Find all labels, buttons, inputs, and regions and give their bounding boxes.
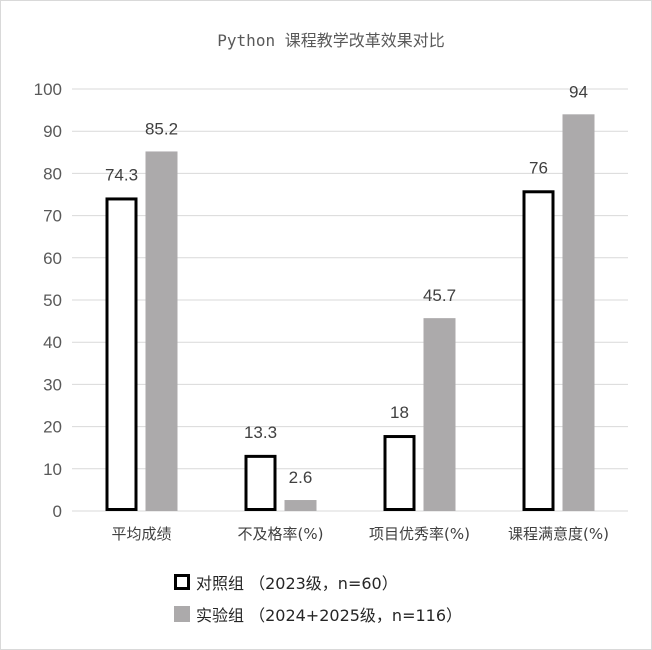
bar-control <box>244 454 277 511</box>
legend-label: 实验组 （2024+2025级，n=116） <box>196 606 462 625</box>
data-label: 94 <box>569 82 588 101</box>
y-tick-label: 20 <box>43 418 62 437</box>
y-tick-label: 100 <box>34 80 62 99</box>
data-label: 74.3 <box>105 165 138 184</box>
data-label: 18 <box>390 403 409 422</box>
bar-control <box>522 190 555 511</box>
legend-item: 实验组 （2024+2025级，n=116） <box>174 606 462 625</box>
bar-experiment <box>145 151 178 511</box>
x-category-label: 不及格率(%) <box>238 525 324 543</box>
data-label: 85.2 <box>145 119 178 138</box>
chart-title: Python 课程教学改革效果对比 <box>217 31 444 50</box>
data-labels: 74.3 85.2 13.3 2.6 18 45.7 76 94 <box>105 82 588 487</box>
data-label: 76 <box>529 158 548 177</box>
bar-control <box>383 435 416 512</box>
legend-label: 对照组 （2023级，n=60） <box>196 574 398 593</box>
x-category-label: 平均成绩 <box>111 525 171 543</box>
y-tick-label: 40 <box>43 333 62 352</box>
bar-experiment <box>562 114 595 511</box>
legend-item: 对照组 （2023级，n=60） <box>174 574 398 593</box>
y-tick-label: 70 <box>43 207 62 226</box>
data-label: 45.7 <box>423 286 456 305</box>
bars <box>105 114 595 512</box>
y-tick-label: 0 <box>53 502 62 521</box>
legend: 对照组 （2023级，n=60） 实验组 （2024+2025级，n=116） <box>174 574 462 625</box>
legend-swatch <box>174 574 190 590</box>
x-category-label: 课程满意度(%) <box>508 525 609 543</box>
legend-swatch <box>174 606 190 622</box>
bar-experiment <box>284 500 317 511</box>
y-tick-label: 10 <box>43 460 62 479</box>
bar-control <box>105 197 138 511</box>
category-labels: 平均成绩 不及格率(%) 项目优秀率(%) 课程满意度(%) <box>111 525 608 543</box>
x-category-label: 项目优秀率(%) <box>369 525 470 543</box>
y-tick-label: 90 <box>43 122 62 141</box>
y-tick-label: 50 <box>43 291 62 310</box>
y-tick-label: 30 <box>43 375 62 394</box>
bar-experiment <box>423 318 456 511</box>
y-axis-tick-labels: 0 10 20 30 40 50 60 70 80 90 100 <box>34 80 62 521</box>
data-label: 2.6 <box>289 468 313 487</box>
y-tick-label: 60 <box>43 249 62 268</box>
data-label: 13.3 <box>244 423 277 442</box>
y-tick-label: 80 <box>43 164 62 183</box>
